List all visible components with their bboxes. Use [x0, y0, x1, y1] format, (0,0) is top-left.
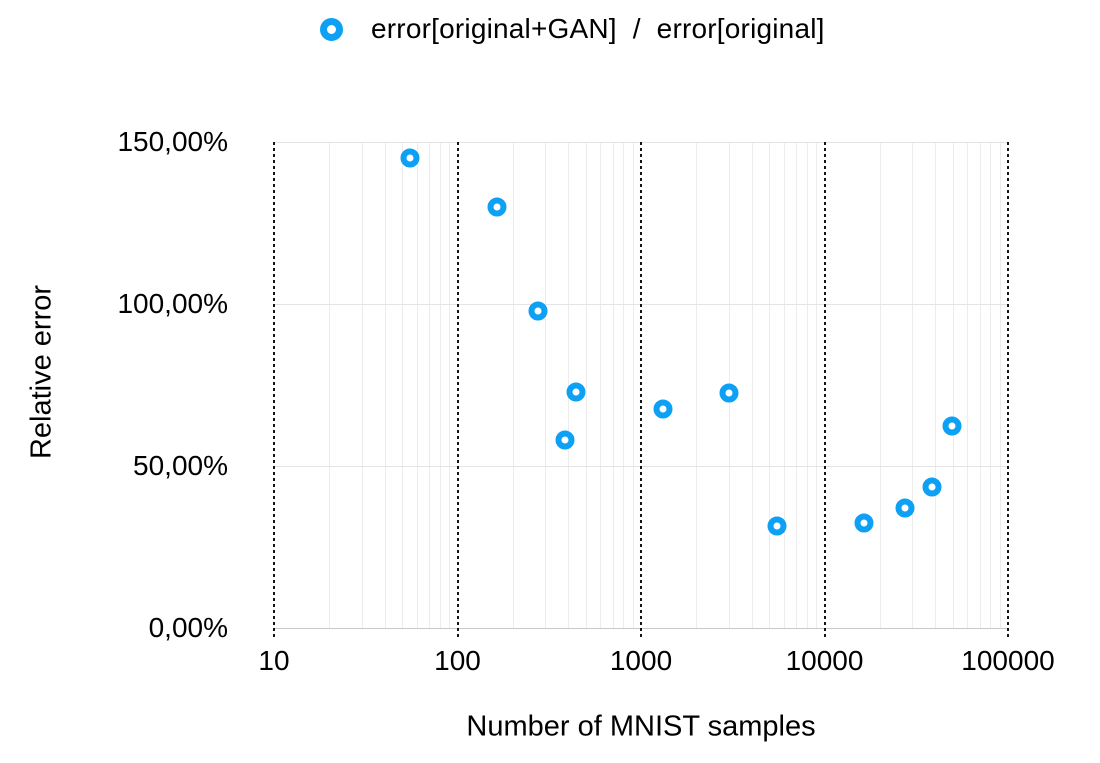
- legend: error[original+GAN] / error[original]: [320, 8, 825, 50]
- minor-gridline: [329, 142, 331, 628]
- minor-gridline: [796, 142, 798, 628]
- x-major-dashed-line: [456, 142, 459, 637]
- x-major-dashed-line: [823, 142, 826, 637]
- x-tick-label: 10000: [785, 645, 864, 676]
- x-major-dashed-line: [273, 142, 275, 637]
- minor-gridline: [600, 142, 602, 628]
- minor-gridline: [769, 142, 771, 628]
- y-tick-label: 50,00%: [133, 450, 228, 481]
- minor-gridline: [879, 142, 881, 628]
- minor-gridline: [979, 142, 981, 628]
- minor-gridline: [935, 142, 936, 628]
- x-major-dashed-line: [640, 142, 642, 637]
- minor-gridline: [512, 142, 514, 628]
- data-point: [528, 301, 548, 320]
- minor-gridline: [402, 142, 404, 628]
- minor-gridline: [990, 142, 992, 628]
- data-point: [942, 416, 962, 435]
- minor-gridline: [783, 142, 785, 628]
- minor-gridline: [545, 142, 547, 628]
- data-point: [895, 498, 915, 518]
- plot-area: [273, 142, 1009, 637]
- series-marker-icon: [320, 17, 343, 41]
- x-axis-title: Number of MNIST samples: [466, 710, 816, 743]
- x-tick-label: 100000: [961, 645, 1055, 676]
- data-point: [854, 513, 874, 533]
- x-major-dashed-line: [1007, 142, 1009, 637]
- minor-gridline: [999, 142, 1001, 628]
- minor-gridline: [967, 142, 969, 628]
- y-tick-label: 0,00%: [148, 612, 228, 643]
- legend-label: error[original+GAN] / error[original]: [371, 13, 825, 44]
- x-tick-label: 10: [258, 645, 290, 676]
- data-point: [922, 477, 942, 497]
- minor-gridline: [912, 142, 914, 628]
- minor-gridline: [632, 142, 634, 628]
- minor-gridline: [585, 142, 587, 628]
- minor-gridline: [816, 142, 818, 628]
- minor-gridline: [952, 142, 954, 628]
- data-point: [653, 399, 673, 419]
- data-point: [719, 383, 739, 403]
- minor-gridline: [416, 142, 418, 628]
- minor-gridline: [806, 142, 808, 628]
- data-point: [487, 197, 507, 217]
- data-point: [767, 516, 787, 536]
- minor-gridline: [429, 142, 431, 628]
- minor-gridline: [623, 142, 625, 628]
- minor-gridline: [439, 142, 441, 628]
- data-point: [555, 430, 575, 450]
- y-tick-label: 100,00%: [117, 288, 228, 319]
- data-point: [400, 148, 420, 168]
- minor-gridline: [384, 142, 386, 628]
- minor-gridline: [449, 142, 451, 628]
- x-tick-label: 100: [434, 645, 481, 676]
- y-tick-label: 150,00%: [117, 126, 228, 157]
- x-tick-label: 1000: [609, 645, 673, 676]
- data-point: [566, 382, 586, 401]
- minor-gridline: [361, 142, 363, 628]
- minor-gridline: [612, 142, 614, 628]
- minor-gridline: [751, 142, 753, 628]
- minor-gridline: [696, 142, 698, 628]
